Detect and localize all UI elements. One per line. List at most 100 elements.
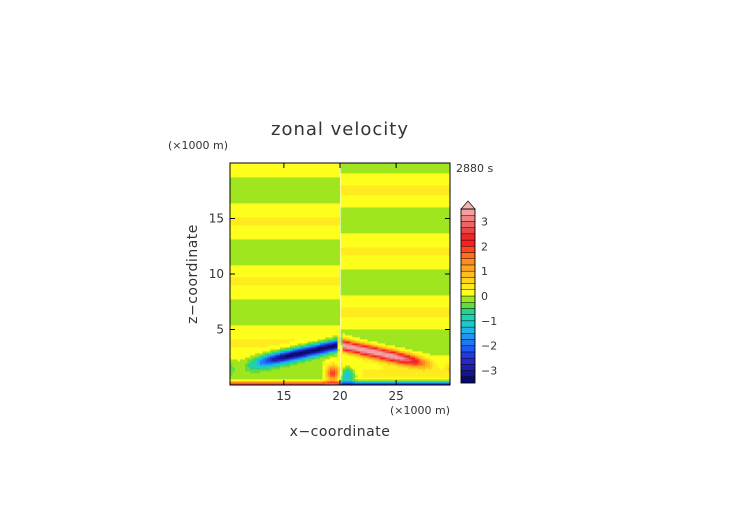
field-cell	[412, 279, 416, 282]
field-cell	[260, 359, 263, 362]
field-cell	[417, 349, 421, 352]
field-cell	[392, 315, 396, 318]
field-cell	[342, 353, 346, 356]
field-cell	[305, 355, 308, 358]
field-cell	[330, 361, 333, 364]
field-cell	[370, 291, 373, 294]
field-cell	[327, 313, 331, 316]
field-cell	[302, 373, 306, 376]
field-cell	[357, 339, 361, 342]
field-cell	[267, 303, 271, 306]
field-cell	[435, 301, 438, 304]
field-cell	[330, 291, 333, 294]
field-cell	[427, 347, 431, 350]
field-cell	[337, 301, 341, 304]
field-cell	[377, 277, 381, 280]
field-cell	[262, 361, 266, 364]
field-cell	[397, 331, 401, 334]
field-cell	[352, 283, 356, 286]
field-cell	[317, 313, 321, 316]
field-cell	[410, 377, 413, 380]
field-cell	[357, 287, 361, 290]
field-cell	[425, 343, 428, 346]
field-cell	[440, 339, 443, 342]
field-cell	[265, 345, 268, 348]
field-cell	[397, 303, 401, 306]
field-cell	[230, 275, 233, 278]
field-cell	[390, 299, 393, 302]
field-cell	[445, 287, 448, 290]
field-cell	[277, 365, 281, 368]
field-cell	[430, 279, 433, 282]
field-cell	[267, 319, 271, 322]
field-cell	[335, 307, 338, 310]
field-cell	[265, 333, 268, 336]
field-cell	[390, 377, 393, 380]
field-cell	[355, 317, 358, 320]
field-cell	[312, 279, 316, 282]
field-cell	[405, 373, 408, 376]
field-cell	[435, 299, 438, 302]
field-cell	[295, 295, 298, 298]
field-cell	[262, 287, 266, 290]
field-cell	[337, 285, 341, 288]
field-cell	[260, 345, 263, 348]
field-cell	[395, 317, 398, 320]
field-cell	[375, 283, 378, 286]
field-cell	[235, 289, 238, 292]
field-cell	[377, 315, 381, 318]
field-cell	[297, 291, 301, 294]
field-cell	[297, 295, 301, 298]
field-cell	[395, 341, 398, 344]
field-cell	[370, 311, 373, 314]
field-cell	[360, 343, 363, 346]
field-cell	[425, 283, 428, 286]
field-cell	[420, 291, 423, 294]
field-cell	[342, 345, 346, 348]
field-cell	[262, 349, 266, 352]
field-cell	[362, 297, 366, 300]
field-cell	[255, 355, 258, 358]
field-cell	[420, 339, 423, 342]
field-cell	[385, 307, 388, 310]
field-cell	[327, 281, 331, 284]
field-cell	[272, 299, 276, 302]
field-cell	[257, 295, 261, 298]
field-cell	[330, 311, 333, 314]
field-cell	[432, 315, 436, 318]
field-cell	[307, 313, 311, 316]
field-cell	[377, 279, 381, 282]
field-cell	[360, 377, 363, 380]
field-cell	[432, 309, 436, 312]
field-cell	[365, 309, 368, 312]
field-cell	[422, 329, 426, 332]
field-cell	[267, 355, 271, 358]
field-cell	[400, 371, 403, 374]
field-cell	[297, 323, 301, 326]
field-cell	[272, 275, 276, 278]
field-cell	[327, 301, 331, 304]
field-cell	[235, 301, 238, 304]
field-cell	[305, 287, 308, 290]
field-cell	[445, 291, 448, 294]
field-cell	[415, 275, 418, 278]
field-cell	[442, 329, 446, 332]
field-cell	[410, 343, 413, 346]
field-cell	[380, 281, 383, 284]
field-cell	[315, 369, 318, 372]
field-cell	[342, 319, 346, 322]
field-cell	[257, 281, 261, 284]
field-cell	[287, 301, 291, 304]
field-cell	[330, 381, 333, 384]
field-cell	[430, 339, 433, 342]
field-cell	[290, 313, 293, 316]
field-cell	[327, 273, 331, 276]
field-cell	[445, 281, 448, 284]
field-cell	[427, 321, 431, 324]
field-cell	[317, 361, 321, 364]
field-cell	[285, 275, 288, 278]
field-cell	[380, 369, 383, 372]
field-cell	[310, 343, 313, 346]
field-cell	[292, 383, 296, 385]
field-cell	[412, 295, 416, 298]
